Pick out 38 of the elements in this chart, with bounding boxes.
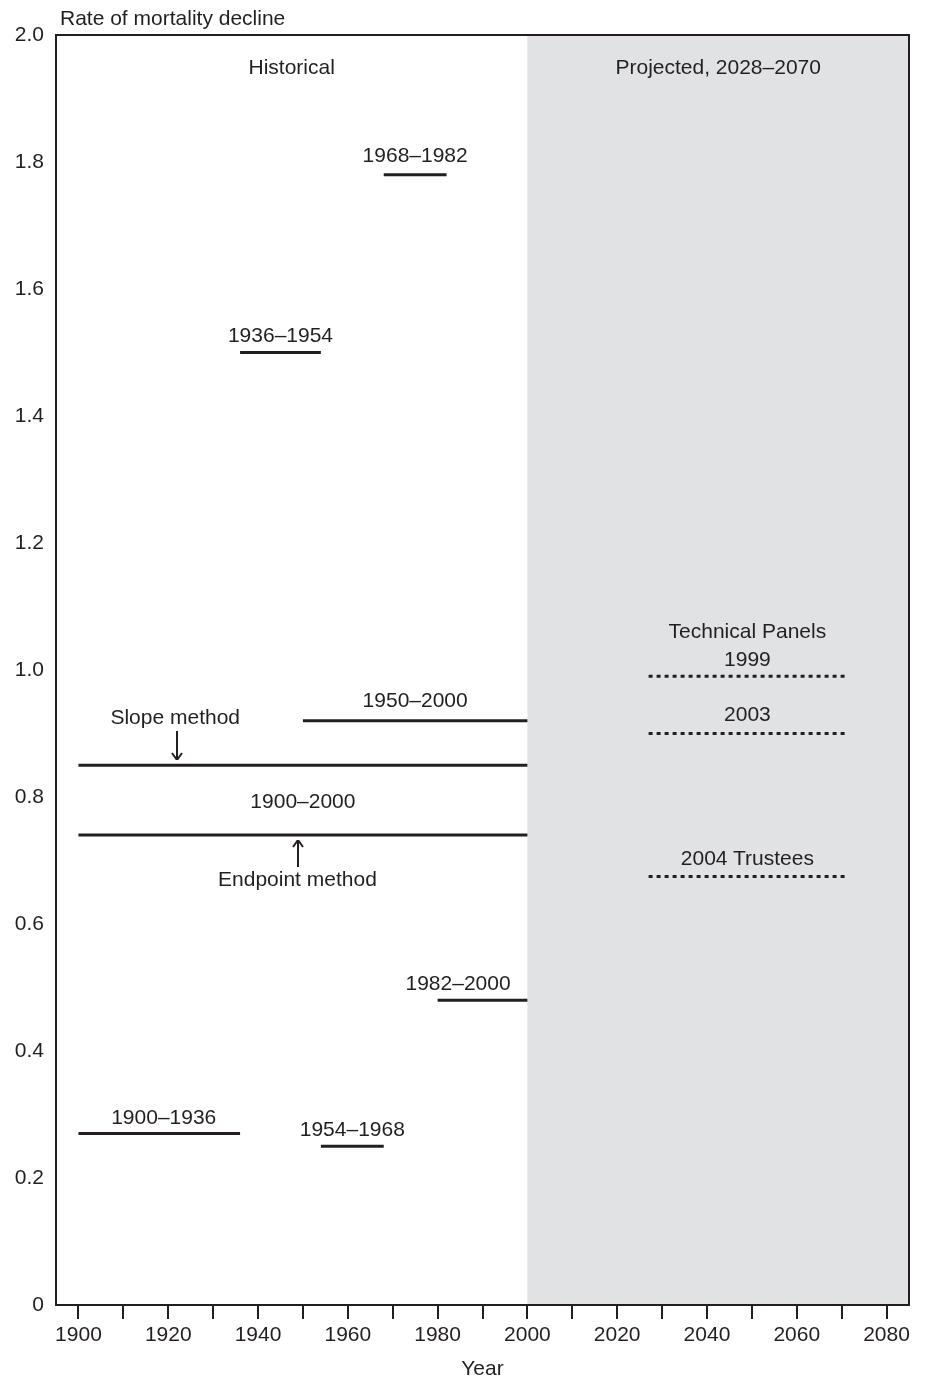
annotation: 1999 [724,647,771,671]
x-tick-label: 1920 [144,1322,192,1346]
y-axis-title: Rate of mortality decline [60,6,286,29]
y-tick-label: 0.2 [14,1164,44,1188]
annotation: Technical Panels [668,619,827,643]
annotation: 1968–1982 [362,143,468,167]
annotation: Slope method [110,705,241,729]
annotation: 1950–2000 [362,687,468,711]
y-tick-label: 1.2 [14,529,44,553]
x-tick-label: 1960 [324,1322,372,1346]
y-tick-label: 1.0 [14,656,44,680]
x-tick-label: 1900 [55,1322,102,1346]
x-tick-label: 2020 [593,1322,641,1346]
y-tick-label: 0 [32,1291,44,1315]
x-tick-label: 2080 [863,1322,910,1346]
y-tick-label: 0.8 [14,783,44,807]
annotation: 1954–1968 [299,1117,405,1141]
y-tick-label: 1.4 [14,402,45,426]
annotation: 1936–1954 [227,323,334,347]
x-tick-label: 2040 [683,1322,731,1346]
y-tick-label: 1.6 [14,275,44,299]
annotation: 1900–2000 [250,788,356,812]
x-axis-title: Year [461,1356,504,1380]
x-tick-label: 2000 [504,1322,551,1346]
band-label: Projected, 2028–2070 [615,54,821,78]
x-tick-label: 1980 [414,1322,461,1346]
annotation: Historical [248,54,335,78]
annotation: 2003 [724,702,771,726]
x-tick-label: 2060 [773,1322,821,1346]
y-tick-label: 1.8 [14,148,44,172]
y-tick-label: 2.0 [14,21,44,45]
annotation: 1982–2000 [405,971,511,994]
annotation: 2004 Trustees [680,846,814,870]
annotation: Endpoint method [218,866,377,890]
y-tick-label: 0.6 [14,910,44,934]
annotation: 1900–1936 [111,1105,217,1129]
x-tick-label: 1940 [234,1322,282,1346]
y-tick-label: 0.4 [14,1037,45,1061]
